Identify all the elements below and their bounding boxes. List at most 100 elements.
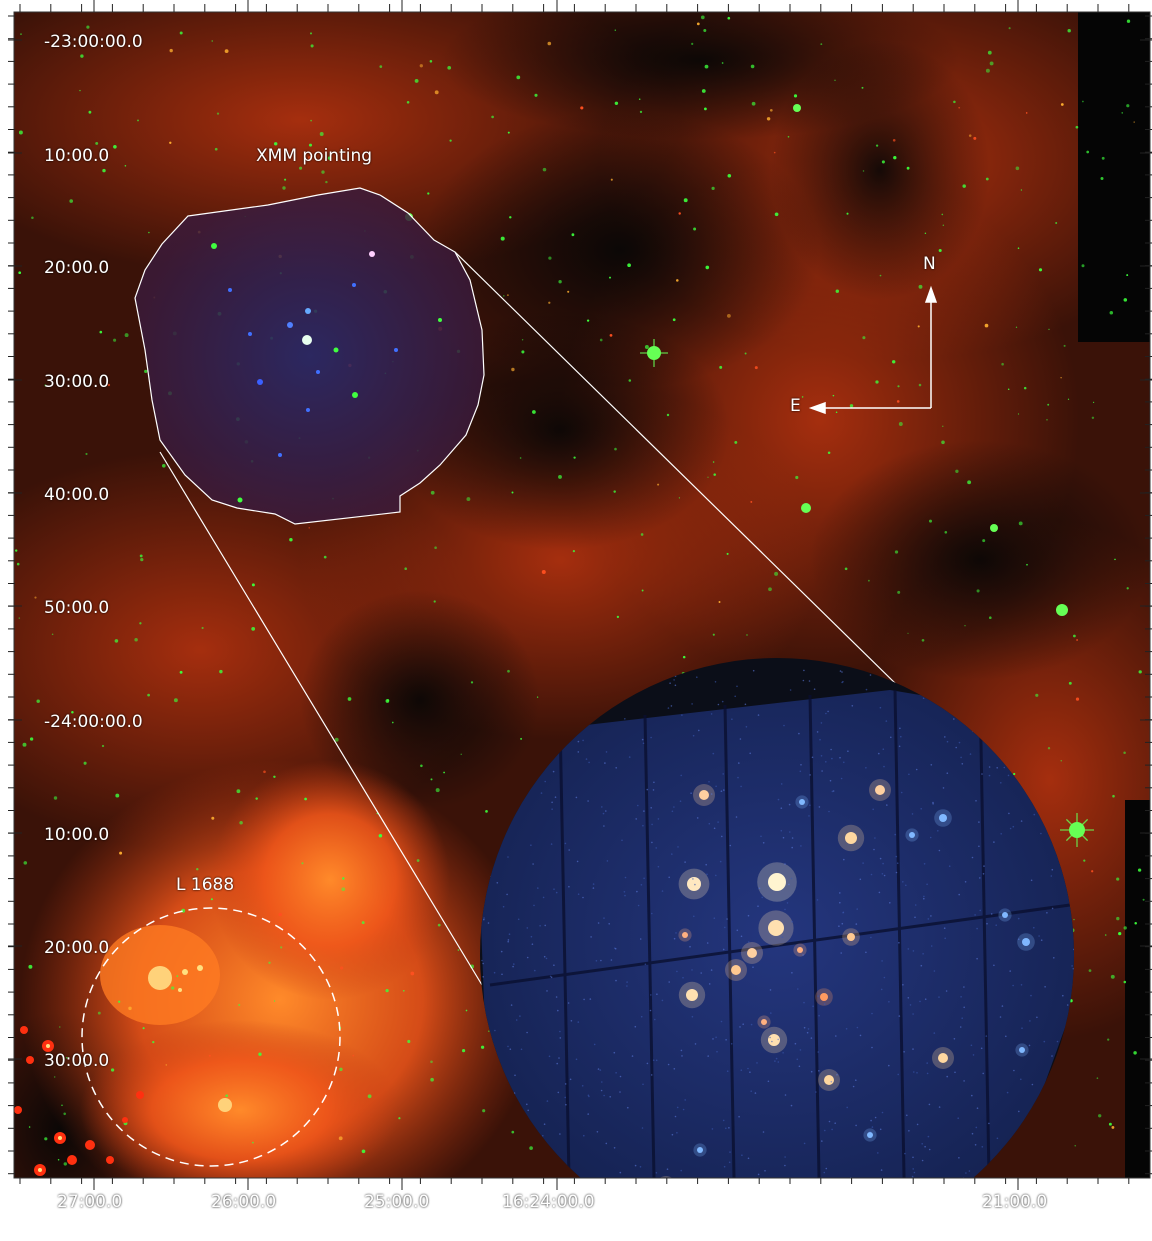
xray-noise	[870, 873, 873, 876]
xray-noise	[626, 981, 628, 983]
xray-noise	[608, 923, 610, 925]
xray-noise	[657, 818, 660, 820]
xray-noise	[880, 1169, 883, 1171]
star	[1074, 1145, 1076, 1147]
star	[929, 519, 932, 523]
xray-noise	[871, 1046, 873, 1049]
xray-noise	[698, 729, 700, 732]
xray-noise	[923, 895, 925, 898]
xray-noise	[559, 1030, 561, 1033]
xray-noise	[679, 800, 682, 802]
xray-noise	[714, 1193, 716, 1195]
xray-noise	[816, 899, 819, 901]
star	[609, 334, 613, 337]
star	[942, 224, 944, 226]
star	[1133, 121, 1135, 123]
star	[1123, 926, 1127, 930]
xray-noise	[886, 804, 888, 806]
xray-noise	[907, 948, 910, 950]
xray-noise	[954, 1218, 956, 1220]
xray-noise	[484, 1218, 486, 1220]
xray-source-halo	[655, 1176, 677, 1178]
xray-noise	[845, 1028, 848, 1030]
xray-noise	[1022, 1214, 1024, 1216]
star	[769, 108, 773, 112]
xray-noise	[480, 1220, 482, 1222]
star	[361, 1149, 366, 1154]
star	[713, 473, 716, 476]
xray-noise	[767, 1080, 770, 1083]
star	[1111, 1125, 1115, 1129]
star	[941, 440, 945, 445]
xray-noise	[644, 963, 647, 966]
star	[1116, 916, 1120, 921]
star	[179, 670, 183, 674]
star	[1112, 794, 1115, 798]
xray-noise	[1051, 1055, 1053, 1057]
xray-noise	[784, 1094, 787, 1096]
xray-noise	[587, 800, 589, 802]
xray-noise	[742, 1023, 744, 1025]
xray-noise	[619, 1091, 621, 1093]
xray-source	[1002, 912, 1008, 918]
xray-noise	[818, 1014, 820, 1017]
xray-noise	[1008, 812, 1010, 815]
star	[88, 110, 92, 114]
xray-noise	[489, 1224, 491, 1226]
xray-noise	[916, 1072, 918, 1074]
xray-noise	[721, 835, 723, 838]
xray-noise	[823, 1003, 826, 1005]
xray-noise	[519, 1233, 521, 1235]
xray-noise	[736, 685, 738, 688]
xray-noise	[582, 896, 584, 899]
xray-noise	[654, 1018, 656, 1021]
star	[404, 567, 407, 570]
xray-noise	[500, 950, 503, 953]
star	[1082, 100, 1084, 103]
xray-noise	[883, 765, 885, 768]
xray-noise	[993, 964, 995, 967]
xray-noise	[483, 917, 485, 919]
star	[989, 616, 992, 619]
xray-noise	[808, 680, 811, 682]
star	[989, 61, 994, 66]
star	[774, 571, 779, 576]
xray-noise	[708, 822, 711, 825]
star	[1100, 176, 1104, 181]
star	[918, 383, 922, 387]
xray-noise	[758, 887, 761, 890]
star	[414, 78, 419, 83]
star	[430, 490, 435, 495]
xray-noise	[700, 972, 702, 974]
xray-noise	[882, 862, 884, 865]
xray-noise	[988, 1122, 990, 1125]
star	[44, 1137, 48, 1141]
star	[507, 669, 510, 673]
xray-noise	[749, 1071, 751, 1073]
star	[985, 68, 990, 73]
xray-source	[909, 832, 915, 838]
xray-noise	[582, 739, 584, 742]
xray-noise	[1007, 774, 1010, 777]
xray-noise	[643, 810, 645, 812]
xray-noise	[777, 1038, 779, 1041]
star	[327, 156, 332, 160]
star	[169, 48, 173, 53]
xray-noise	[676, 1132, 678, 1134]
xray-noise	[502, 905, 505, 908]
xray-noise	[859, 1034, 862, 1037]
star	[609, 276, 611, 279]
xray-noise	[624, 876, 627, 879]
star	[304, 797, 307, 801]
star	[657, 483, 660, 486]
xray-noise	[635, 818, 637, 820]
xray-noise	[626, 985, 628, 987]
star	[1035, 693, 1039, 697]
xray-source	[797, 947, 803, 953]
xray-noise	[911, 1175, 914, 1178]
star	[53, 1076, 56, 1078]
xray-noise	[782, 1052, 784, 1054]
xray-noise	[619, 1075, 622, 1078]
star	[361, 921, 365, 925]
xray-noise	[996, 767, 998, 769]
